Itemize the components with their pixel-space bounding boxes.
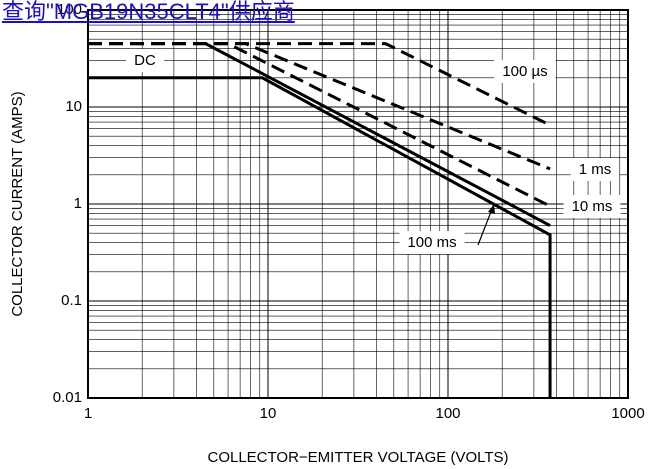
series-line xyxy=(88,42,551,127)
series-label: 1 ms xyxy=(579,161,612,178)
series-line xyxy=(88,76,552,398)
y-axis-label: COLLECTOR CURRENT (AMPS) xyxy=(9,91,26,316)
series-line xyxy=(88,42,551,208)
x-tick-label: 10 xyxy=(260,405,277,422)
lines xyxy=(88,42,552,398)
series-label: 100 µs xyxy=(502,63,547,80)
series-label: 10 ms xyxy=(572,198,613,215)
y-tick-label: 10 xyxy=(65,98,82,115)
arrow-head xyxy=(488,204,495,214)
series-label-box xyxy=(126,48,164,72)
y-tick-label: 0.01 xyxy=(53,389,82,406)
series-label-box xyxy=(494,59,556,83)
x-tick-label: 100 xyxy=(435,405,460,422)
x-tick-label: 1000 xyxy=(611,405,644,422)
y-tick-label: 1 xyxy=(74,195,82,212)
x-tick-label: 1 xyxy=(84,405,92,422)
series-label-box xyxy=(570,157,620,181)
labels: 1 10 100 1000 0.01 0.1 1 10 100 100 µs 1 ms 10 ms 10… xyxy=(53,1,645,422)
y-tick-label: 0.1 xyxy=(61,292,82,309)
plot-frame xyxy=(87,9,629,399)
series-label: 100 ms xyxy=(407,234,456,251)
series-line xyxy=(204,42,551,227)
overlay-link[interactable]: 查询"MGB19N35CLT4"供应商 xyxy=(2,0,295,24)
y-tick-label: 100 xyxy=(57,1,82,18)
series-label-box xyxy=(563,194,621,218)
x-axis-label: COLLECTOR−EMITTER VOLTAGE (VOLTS) xyxy=(207,449,508,466)
series-label-box xyxy=(399,230,465,254)
series-label: DC xyxy=(134,52,156,69)
